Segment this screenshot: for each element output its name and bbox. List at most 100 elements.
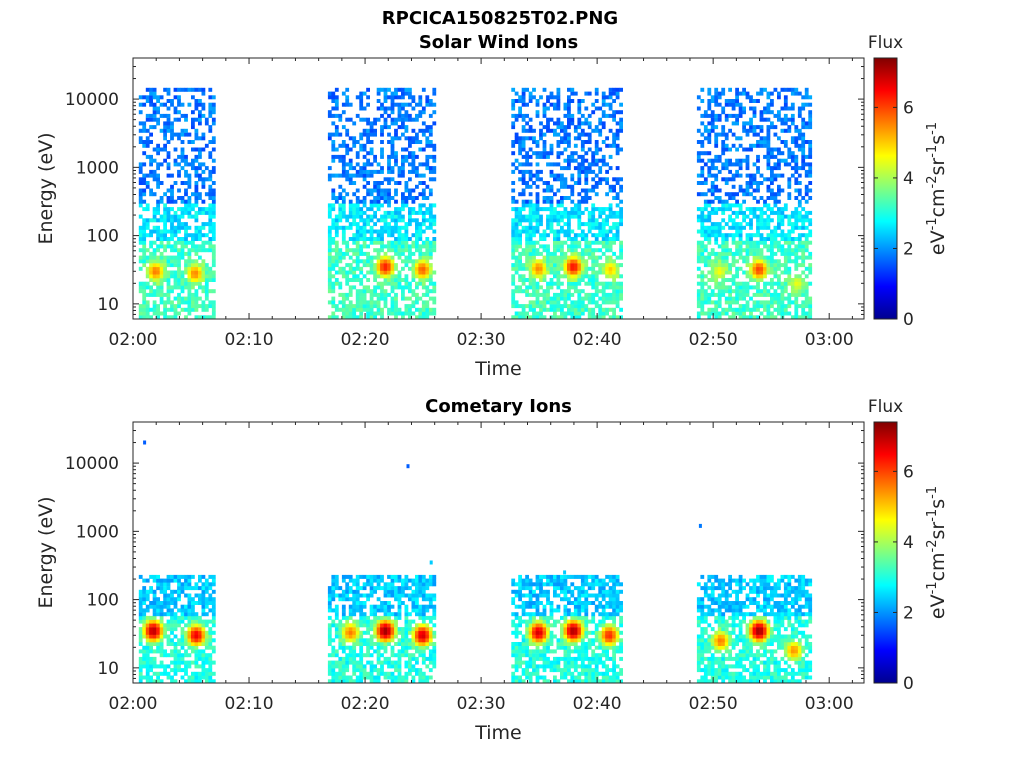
flux-cell bbox=[428, 203, 433, 208]
flux-cell bbox=[163, 128, 167, 133]
flux-cell bbox=[696, 259, 701, 264]
flux-cell bbox=[601, 281, 606, 286]
flux-cell bbox=[794, 210, 799, 215]
flux-cell bbox=[380, 188, 384, 193]
flux-cell bbox=[808, 166, 813, 171]
flux-cell bbox=[619, 188, 623, 193]
flux-cell bbox=[783, 233, 788, 238]
flux-cell bbox=[560, 196, 564, 200]
flux-cell bbox=[580, 196, 585, 200]
flux-cell bbox=[159, 218, 164, 223]
flux-cell bbox=[790, 117, 795, 122]
flux-cell bbox=[797, 110, 802, 115]
flux-cell bbox=[794, 225, 799, 230]
flux-cell bbox=[204, 281, 209, 286]
flux-cell bbox=[156, 117, 160, 122]
flux-cell bbox=[208, 95, 213, 100]
flux-cell bbox=[194, 158, 199, 163]
flux-cell bbox=[556, 270, 561, 275]
flux-cell bbox=[387, 203, 391, 208]
flux-cell bbox=[797, 106, 802, 111]
flux-cell bbox=[570, 184, 575, 189]
flux-cell bbox=[355, 296, 360, 301]
flux-cell bbox=[369, 270, 374, 275]
flux-cell bbox=[714, 166, 719, 171]
flux-cell bbox=[166, 608, 171, 613]
flux-cell bbox=[615, 263, 620, 268]
flux-cell bbox=[756, 218, 760, 223]
flux-cell bbox=[411, 251, 416, 256]
flux-cell bbox=[598, 289, 603, 294]
flux-cell bbox=[334, 95, 339, 100]
flux-cell bbox=[721, 147, 726, 152]
flux-cell bbox=[138, 240, 143, 245]
flux-cell bbox=[763, 143, 767, 148]
flux-cell bbox=[528, 270, 533, 275]
flux-cell bbox=[714, 184, 719, 189]
flux-cell bbox=[703, 311, 708, 316]
flux-cell bbox=[156, 95, 160, 100]
flux-cell bbox=[573, 128, 578, 133]
flux-cell bbox=[770, 166, 774, 171]
flux-cell bbox=[770, 91, 774, 96]
flux-cell bbox=[731, 143, 736, 148]
flux-cell bbox=[794, 125, 799, 130]
flux-cell bbox=[619, 184, 623, 189]
flux-cell bbox=[808, 251, 813, 256]
flux-cell bbox=[145, 653, 150, 658]
flux-cell bbox=[801, 233, 806, 238]
flux-cell bbox=[556, 203, 561, 208]
flux-cell bbox=[710, 289, 715, 294]
flux-cell bbox=[415, 248, 419, 253]
flux-cell bbox=[138, 630, 143, 635]
flux-cell bbox=[700, 304, 705, 309]
flux-cell bbox=[808, 266, 813, 271]
flux-cell bbox=[362, 199, 367, 204]
flux-cell bbox=[573, 255, 578, 260]
flux-cell bbox=[542, 274, 547, 279]
flux-cell bbox=[166, 627, 171, 632]
flux-cell bbox=[742, 192, 746, 197]
flux-cell bbox=[348, 173, 353, 178]
flux-cell bbox=[355, 248, 360, 253]
flux-cell bbox=[717, 113, 722, 118]
flux-cell bbox=[387, 95, 391, 100]
flux-cell bbox=[421, 315, 426, 320]
flux-cell bbox=[801, 214, 806, 219]
flux-cell bbox=[198, 586, 202, 591]
flux-cell bbox=[703, 259, 708, 264]
flux-cell bbox=[521, 278, 526, 282]
flux-cell bbox=[204, 619, 209, 624]
flux-cell bbox=[355, 222, 360, 227]
flux-cell bbox=[432, 110, 437, 115]
flux-cell bbox=[401, 203, 405, 208]
flux-cell bbox=[773, 289, 778, 294]
flux-cell bbox=[180, 113, 185, 118]
flux-cell bbox=[584, 304, 589, 309]
flux-cell bbox=[331, 586, 336, 591]
flux-cell bbox=[173, 615, 178, 620]
flux-cell bbox=[567, 266, 571, 271]
flux-cell bbox=[577, 218, 582, 223]
flux-cell bbox=[341, 315, 346, 320]
flux-cell bbox=[587, 147, 592, 152]
flux-cell bbox=[553, 95, 557, 100]
flux-cell bbox=[418, 140, 423, 144]
flux-cell bbox=[560, 251, 564, 256]
flux-cell bbox=[763, 289, 767, 294]
flux-cell bbox=[594, 248, 599, 253]
flux-cell bbox=[573, 207, 578, 212]
flux-cell bbox=[563, 207, 568, 212]
flux-cell bbox=[331, 582, 336, 587]
flux-cell bbox=[204, 679, 209, 684]
flux-cell bbox=[348, 300, 353, 305]
flux-cell bbox=[152, 102, 157, 107]
flux-cell bbox=[584, 151, 589, 156]
flux-cell bbox=[714, 154, 719, 159]
flux-cell bbox=[170, 99, 174, 103]
flux-cell bbox=[514, 266, 519, 271]
flux-cell bbox=[570, 240, 575, 245]
flux-cell bbox=[532, 173, 536, 178]
flux-cell bbox=[535, 169, 540, 174]
flux-cell bbox=[777, 292, 781, 297]
